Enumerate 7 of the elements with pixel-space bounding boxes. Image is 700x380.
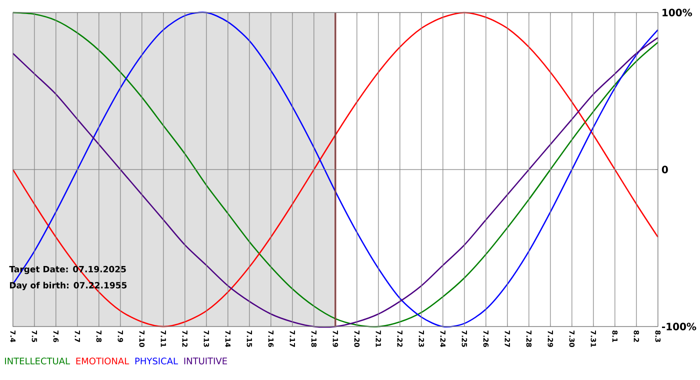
text: INTUITIVE [184, 358, 227, 364]
y-tick-label: 100% [662, 8, 692, 16]
y-tick-label: 0 [662, 166, 668, 174]
y-tick-label: -100% [662, 322, 696, 330]
text: PHYSICAL [135, 358, 178, 364]
text: EMOTIONAL [76, 358, 130, 364]
text: INTELLECTUAL [5, 358, 70, 364]
